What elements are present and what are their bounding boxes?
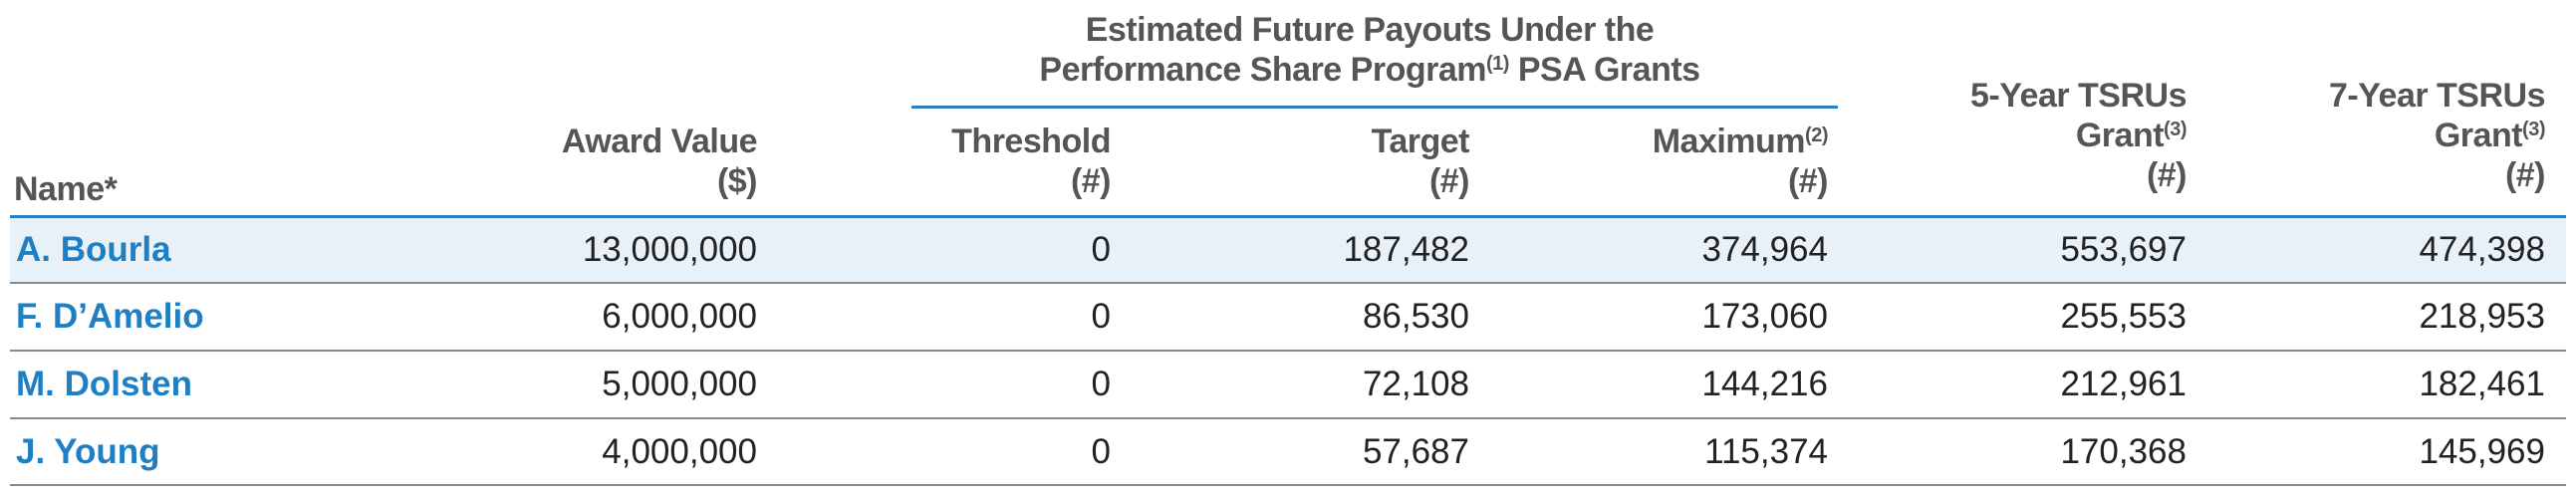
table-row: A. Bourla 13,000,000 0 187,482 374,964 5… (10, 218, 2566, 282)
award-value-cell: 13,000,000 (582, 230, 757, 269)
col-header-tsru5-line1: 5-Year TSRUs (1970, 77, 2188, 115)
psa-group-header-line1: Estimated Future Payouts Under the (1085, 11, 1655, 49)
psa-group-header-line2: Performance Share Program(1) PSA Grants (1039, 51, 1700, 89)
table-row: J. Young 4,000,000 0 57,687 115,374 170,… (10, 420, 2566, 484)
row-divider (10, 484, 2566, 486)
tsru5-cell: 212,961 (2060, 365, 2187, 403)
award-value-cell: 4,000,000 (602, 432, 757, 471)
col-header-maximum-line2: (#) (1787, 162, 1829, 200)
row-divider (10, 417, 2566, 419)
row-divider (10, 350, 2566, 352)
threshold-cell: 0 (1091, 365, 1111, 403)
col-header-tsru7-line1: 7-Year TSRUs (2329, 77, 2546, 115)
col-header-tsru5-line2: Grant(3) (2075, 117, 2188, 154)
col-header-tsru7: 7-Year TSRUs Grant(3) (#) (2231, 76, 2546, 195)
tsru7-cell: 218,953 (2419, 297, 2545, 336)
maximum-cell: 144,216 (1701, 365, 1828, 403)
target-cell: 72,108 (1362, 365, 1469, 403)
table-row: F. D’Amelio 6,000,000 0 86,530 173,060 2… (10, 285, 2566, 349)
col-header-maximum: Maximum(2) (#) (1554, 122, 1829, 201)
executive-name: F. D’Amelio (16, 297, 204, 336)
col-header-target-line1: Target (1371, 123, 1470, 160)
col-header-target-line2: (#) (1428, 162, 1470, 200)
tsru7-cell: 474,398 (2419, 230, 2545, 269)
award-value-cell: 6,000,000 (602, 297, 757, 336)
header-rule (10, 215, 2566, 218)
tsru5-cell: 255,553 (2060, 297, 2187, 336)
col-header-threshold: Threshold (#) (877, 122, 1111, 201)
col-header-tsru7-line2: Grant(3) (2434, 117, 2546, 154)
col-header-award-line2: ($) (716, 162, 758, 200)
maximum-cell: 115,374 (1704, 432, 1828, 471)
target-cell: 187,482 (1343, 230, 1469, 269)
executive-name: A. Bourla (16, 230, 171, 269)
tsru5-cell: 170,368 (2060, 432, 2187, 471)
col-header-tsru7-line3: (#) (2504, 156, 2546, 194)
tsru5-cell: 553,697 (2060, 230, 2187, 269)
threshold-cell: 0 (1091, 432, 1111, 471)
col-header-award: Award Value ($) (498, 122, 758, 201)
executive-name: M. Dolsten (16, 365, 192, 403)
col-header-name: Name* (14, 170, 118, 208)
award-value-cell: 5,000,000 (602, 365, 757, 403)
executive-name: J. Young (16, 432, 160, 471)
threshold-cell: 0 (1091, 297, 1111, 336)
col-header-threshold-line2: (#) (1070, 162, 1112, 200)
threshold-cell: 0 (1091, 230, 1111, 269)
col-header-tsru5-line3: (#) (2146, 156, 2188, 194)
psa-group-rule (911, 106, 1838, 109)
target-cell: 57,687 (1362, 432, 1469, 471)
col-header-maximum-line1: Maximum(2) (1652, 123, 1829, 160)
tsru7-cell: 145,969 (2419, 432, 2545, 471)
col-header-tsru5: 5-Year TSRUs Grant(3) (#) (1873, 76, 2188, 195)
table-row: M. Dolsten 5,000,000 0 72,108 144,216 21… (10, 353, 2566, 416)
target-cell: 86,530 (1362, 297, 1469, 336)
row-divider (10, 282, 2566, 284)
col-header-award-line1: Award Value (561, 123, 758, 160)
maximum-cell: 374,964 (1701, 230, 1828, 269)
tsru7-cell: 182,461 (2419, 365, 2545, 403)
maximum-cell: 173,060 (1701, 297, 1828, 336)
col-header-threshold-line1: Threshold (951, 123, 1111, 160)
col-header-target: Target (#) (1235, 122, 1470, 201)
psa-group-header: Estimated Future Payouts Under the Perfo… (897, 10, 1843, 90)
